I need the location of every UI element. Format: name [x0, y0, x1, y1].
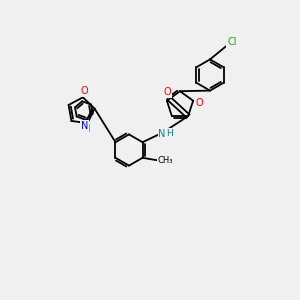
Text: N: N	[81, 121, 88, 131]
Text: Cl: Cl	[227, 37, 237, 47]
Text: O: O	[163, 87, 171, 97]
Text: N: N	[83, 124, 91, 134]
Text: N: N	[158, 129, 166, 139]
Text: H: H	[166, 129, 172, 138]
Text: CH₃: CH₃	[157, 156, 173, 165]
Text: O: O	[80, 86, 88, 96]
Text: O: O	[196, 98, 203, 108]
